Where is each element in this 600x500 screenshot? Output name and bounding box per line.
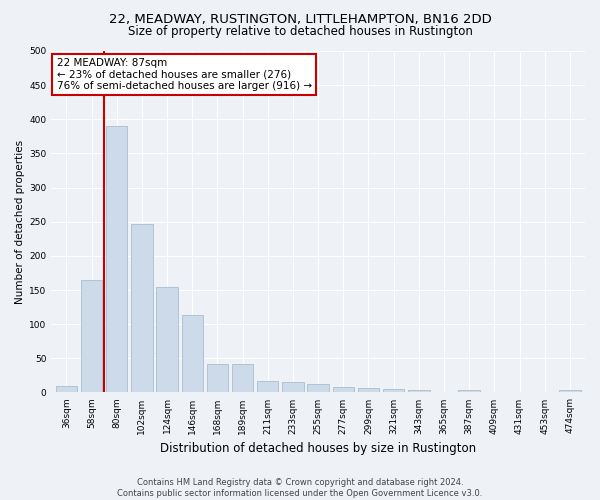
Bar: [358, 388, 379, 392]
Bar: [408, 390, 430, 392]
Bar: [56, 386, 77, 392]
Bar: [383, 389, 404, 392]
Bar: [131, 224, 152, 392]
Bar: [332, 387, 354, 392]
Bar: [106, 126, 127, 392]
Bar: [81, 280, 102, 392]
Y-axis label: Number of detached properties: Number of detached properties: [15, 140, 25, 304]
Bar: [182, 316, 203, 392]
Bar: [257, 381, 278, 392]
Bar: [559, 390, 581, 392]
X-axis label: Distribution of detached houses by size in Rustington: Distribution of detached houses by size …: [160, 442, 476, 455]
Bar: [207, 364, 228, 392]
Bar: [157, 286, 178, 393]
Bar: [307, 384, 329, 392]
Bar: [282, 382, 304, 392]
Text: Size of property relative to detached houses in Rustington: Size of property relative to detached ho…: [128, 25, 472, 38]
Text: Contains HM Land Registry data © Crown copyright and database right 2024.
Contai: Contains HM Land Registry data © Crown c…: [118, 478, 482, 498]
Bar: [458, 390, 480, 392]
Text: 22, MEADWAY, RUSTINGTON, LITTLEHAMPTON, BN16 2DD: 22, MEADWAY, RUSTINGTON, LITTLEHAMPTON, …: [109, 12, 491, 26]
Text: 22 MEADWAY: 87sqm
← 23% of detached houses are smaller (276)
76% of semi-detache: 22 MEADWAY: 87sqm ← 23% of detached hous…: [56, 58, 312, 91]
Bar: [232, 364, 253, 392]
